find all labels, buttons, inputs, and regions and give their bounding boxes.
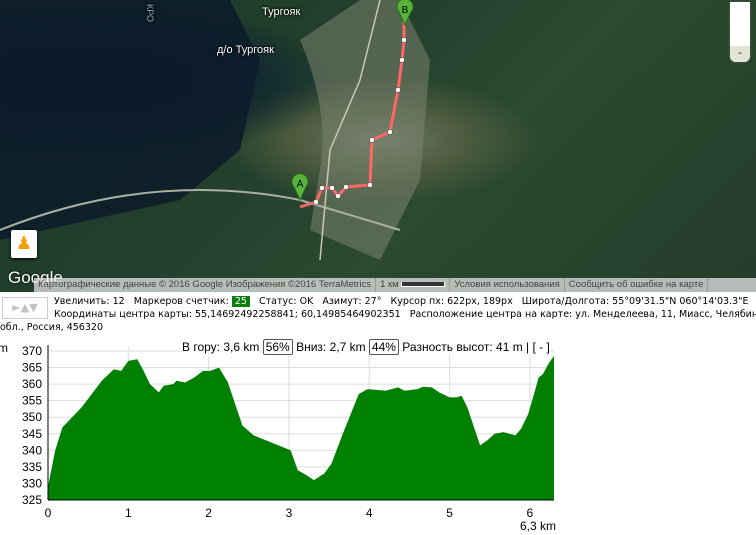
- y-tick-label: 335: [22, 460, 42, 474]
- lake: [0, 0, 260, 240]
- map-overlay: A B: [0, 0, 430, 261]
- x-tick-label: 3: [286, 506, 293, 520]
- y-axis-label: m: [0, 341, 8, 355]
- uphill-distance: В гору: 3,6 km: [182, 340, 260, 354]
- lat-lng: Широта/Долгота: 55°09'31.5"N 060°14'03.3…: [521, 296, 749, 307]
- elevation-difference: Разность высот: 41 m |: [402, 340, 530, 354]
- y-tick-label: 325: [22, 493, 42, 507]
- status-text: Статус: OK: [259, 296, 314, 307]
- x-tick-label: 2: [205, 506, 212, 520]
- pegman-icon[interactable]: ♟: [11, 230, 37, 258]
- marker-start-label: A: [297, 179, 304, 190]
- elevation-stats: В гору: 3,6 km 56% Вниз: 2,7 km 44% Разн…: [182, 339, 550, 355]
- scale-label: 1 км: [380, 279, 399, 290]
- route-waypoints[interactable]: [313, 37, 407, 205]
- info-row-1: Увеличить: 12 Маркеров счетчик: 25 Стату…: [54, 296, 748, 309]
- collapse-chart-button[interactable]: [ - ]: [532, 340, 550, 354]
- center-coords: Координаты центра карты: 55,146924922588…: [54, 309, 401, 320]
- x-tick-label: 0: [45, 506, 52, 520]
- center-address: Расположение центра на карте: ул. Мендел…: [409, 309, 756, 320]
- x-tick-label: 5: [446, 506, 453, 520]
- x-axis-label: 6,3 km: [520, 519, 556, 533]
- y-tick-label: 360: [22, 377, 42, 391]
- scale-bar: 1 км: [376, 278, 451, 292]
- road: [0, 189, 401, 231]
- navigation-arrows[interactable]: ►▲▼: [2, 297, 48, 319]
- map[interactable]: A B Тургояк д/о Тургояк КРО - ♟ Google К…: [0, 0, 756, 292]
- marker-end-label: B: [402, 5, 409, 16]
- y-tick-label: 355: [22, 394, 42, 408]
- map-attribution: Картографические данные © 2016 Google Из…: [34, 278, 756, 292]
- marker-start[interactable]: A: [291, 173, 309, 202]
- y-tick-label: 345: [22, 427, 42, 441]
- y-tick-label: 330: [22, 476, 42, 490]
- x-tick-label: 1: [125, 506, 132, 520]
- downhill-distance: Вниз: 2,7 km: [296, 340, 366, 354]
- y-tick-label: 370: [22, 344, 42, 358]
- zoom-slider[interactable]: -: [730, 2, 750, 62]
- cursor-position: Курсор пх: 622px, 189px: [390, 296, 513, 307]
- town-area: [300, 0, 430, 260]
- map-label-road: КРО: [145, 3, 156, 23]
- uphill-percent: 56%: [262, 339, 293, 355]
- attribution-data: Картографические данные © 2016 Google Из…: [34, 278, 377, 292]
- y-tick-label: 340: [22, 443, 42, 457]
- road: [319, 0, 381, 261]
- map-label-town: Тургояк: [262, 6, 301, 18]
- center-address-cont: обл., Россия, 456320: [0, 322, 103, 333]
- terms-link[interactable]: Условия использования: [450, 278, 565, 292]
- x-tick-label: 4: [366, 506, 373, 520]
- azimuth: Азимут: 27°: [322, 296, 382, 307]
- info-row-2: Координаты центра карты: 55,146924922588…: [54, 309, 756, 322]
- markers-label: Маркеров счетчик:: [133, 296, 229, 307]
- y-tick-label: 350: [22, 410, 42, 424]
- zoom-level: Увеличить: 12: [54, 296, 125, 307]
- marker-end[interactable]: B: [396, 0, 414, 27]
- report-error-link[interactable]: Сообщить об ошибке на карте: [565, 278, 709, 292]
- elevation-area: [48, 356, 554, 500]
- x-tick-label: 6: [527, 506, 534, 520]
- map-label-resort: д/о Тургояк: [217, 44, 274, 56]
- y-tick-label: 365: [22, 361, 42, 375]
- zoom-out-button[interactable]: -: [730, 46, 750, 62]
- markers-count-badge: 25: [231, 296, 250, 307]
- downhill-percent: 44%: [368, 339, 399, 355]
